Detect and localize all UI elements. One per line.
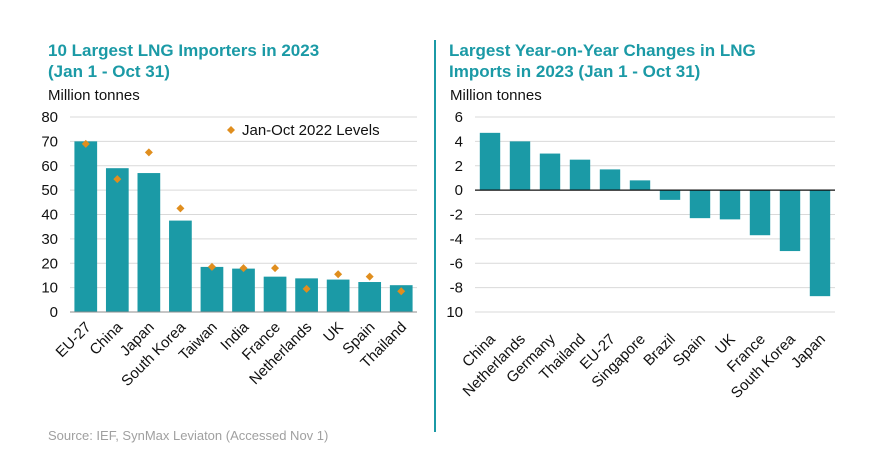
left-bar-uk (326, 279, 350, 312)
right-x-tick-label: Japan (788, 331, 829, 372)
left-bar-netherlands (295, 278, 318, 312)
left-bar-south-korea (169, 220, 192, 312)
left-marker-2022-netherlands (302, 284, 311, 293)
right-bar-france (749, 190, 771, 236)
right-chart-title: Largest Year-on-Year Changes in LNG Impo… (449, 40, 849, 82)
right-y-tick-label: 4 (455, 133, 463, 150)
right-y-tick-label: -2 (450, 207, 463, 224)
right-bar-china (479, 132, 501, 191)
left-marker-2022-south-korea (176, 204, 185, 213)
left-chart-title: 10 Largest LNG Importers in 2023 (Jan 1 … (48, 40, 408, 82)
left-marker-2022-france (271, 264, 280, 273)
right-y-tick-label: 2 (455, 158, 463, 175)
left-marker-2022-china (113, 175, 122, 184)
left-y-tick-label: 80 (41, 109, 58, 126)
left-y-tick-label: 60 (41, 158, 58, 175)
left-bar-france (263, 276, 287, 312)
right-y-tick-label: 10 (446, 304, 463, 321)
right-bar-japan (809, 190, 831, 297)
left-y-tick-label: 40 (41, 207, 58, 224)
panel-divider (434, 40, 436, 432)
left-marker-2022-japan (144, 148, 153, 157)
right-y-tick-label: -4 (450, 231, 463, 248)
right-bar-eu-27 (599, 169, 621, 191)
right-x-tick-label: Brazil (640, 331, 679, 370)
left-marker-2022-thailand (397, 287, 406, 296)
right-y-tick-label: 6 (455, 109, 463, 126)
left-title-line-1: 10 Largest LNG Importers in 2023 (48, 41, 320, 60)
left-bar-thailand (389, 285, 413, 312)
left-bar-china (105, 168, 129, 312)
right-bar-spain (689, 190, 711, 219)
right-x-tick-label: Spain (670, 331, 709, 370)
left-marker-2022-spain (365, 272, 374, 281)
right-bar-germany (539, 153, 561, 191)
right-y-tick-label: 0 (455, 182, 463, 199)
left-title-line-2: (Jan 1 - Oct 31) (48, 62, 170, 81)
left-bar-taiwan (200, 266, 224, 312)
right-bar-south-korea (779, 190, 801, 252)
right-bar-singapore (629, 180, 651, 191)
left-bar-japan (137, 173, 161, 312)
right-unit-label: Million tonnes (450, 87, 542, 104)
right-bar-thailand (569, 159, 591, 191)
right-bar-netherlands (509, 141, 531, 191)
left-legend-marker (227, 126, 235, 134)
right-title-line-2: Imports in 2023 (Jan 1 - Oct 31) (449, 62, 701, 81)
right-y-tick-label: -8 (450, 280, 463, 297)
left-bar-spain (358, 282, 382, 312)
left-y-tick-label: 20 (41, 255, 58, 272)
left-unit-label: Million tonnes (48, 87, 140, 104)
right-title-line-1: Largest Year-on-Year Changes in LNG (449, 41, 756, 60)
right-y-tick-label: -6 (450, 255, 463, 272)
left-marker-2022-uk (334, 270, 343, 279)
left-x-tick-label: EU-27 (53, 319, 95, 361)
left-marker-2022-eu-27 (81, 139, 90, 148)
left-legend-label: Jan-Oct 2022 Levels (242, 122, 380, 139)
left-y-tick-label: 70 (41, 133, 58, 150)
left-y-tick-label: 30 (41, 231, 58, 248)
left-y-tick-label: 50 (41, 182, 58, 199)
left-marker-2022-taiwan (207, 262, 216, 271)
source-note: Source: IEF, SynMax Leviaton (Accessed N… (48, 428, 329, 443)
left-y-tick-label: 0 (50, 304, 58, 321)
left-bar-eu-27 (74, 141, 98, 312)
right-bar-brazil (659, 190, 681, 200)
left-bar-india (232, 268, 255, 312)
right-bar-uk (719, 190, 741, 220)
left-y-tick-label: 10 (41, 280, 58, 297)
left-marker-2022-india (239, 264, 248, 273)
